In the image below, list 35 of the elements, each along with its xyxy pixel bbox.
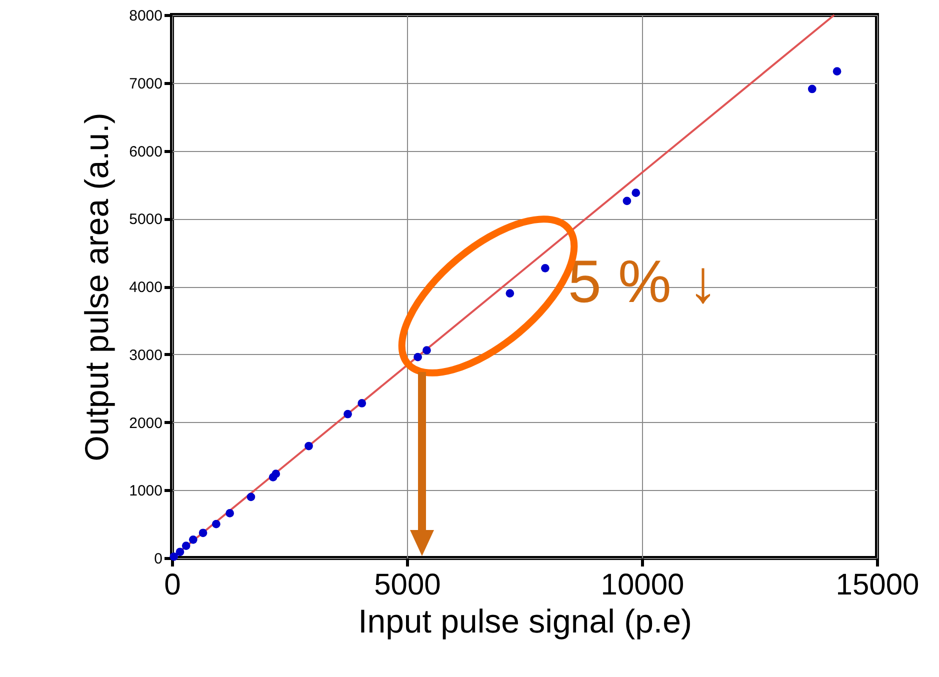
point	[832, 67, 842, 76]
point	[272, 470, 280, 478]
point	[414, 352, 422, 362]
y-tick-label: 8000	[129, 8, 162, 24]
y-tick-label: 6000	[129, 143, 162, 160]
x-tick-label: 15000	[836, 568, 920, 602]
point	[198, 528, 208, 538]
point	[246, 492, 256, 502]
x-tick-label: 10000	[600, 568, 684, 602]
point	[358, 399, 366, 408]
y-tick-label: 2000	[129, 414, 162, 432]
x-tick-label: 5000	[374, 568, 441, 602]
point	[182, 542, 190, 550]
point	[188, 536, 198, 544]
point	[506, 289, 514, 298]
annotation: 5 % ↓	[568, 248, 718, 315]
point	[808, 84, 816, 94]
point	[212, 520, 220, 528]
point	[176, 548, 184, 556]
x-axis-title: Input pulse signal (p.e)	[358, 602, 692, 640]
y-tick-label: 3000	[129, 346, 162, 364]
y-tick-label: 4000	[129, 279, 162, 296]
y-tick-label: 5000	[129, 211, 162, 228]
point	[226, 509, 234, 518]
y-tick-label: 7000	[129, 75, 162, 92]
point	[632, 188, 640, 198]
point	[170, 552, 178, 561]
point	[422, 346, 431, 354]
point	[344, 410, 352, 418]
y-tick-label: 0	[154, 550, 162, 568]
y-axis-title: Output pulse area (a.u.)	[78, 112, 116, 462]
point	[540, 264, 550, 272]
point	[304, 442, 313, 450]
y-tick-label: 1000	[129, 482, 162, 500]
point	[622, 196, 632, 206]
